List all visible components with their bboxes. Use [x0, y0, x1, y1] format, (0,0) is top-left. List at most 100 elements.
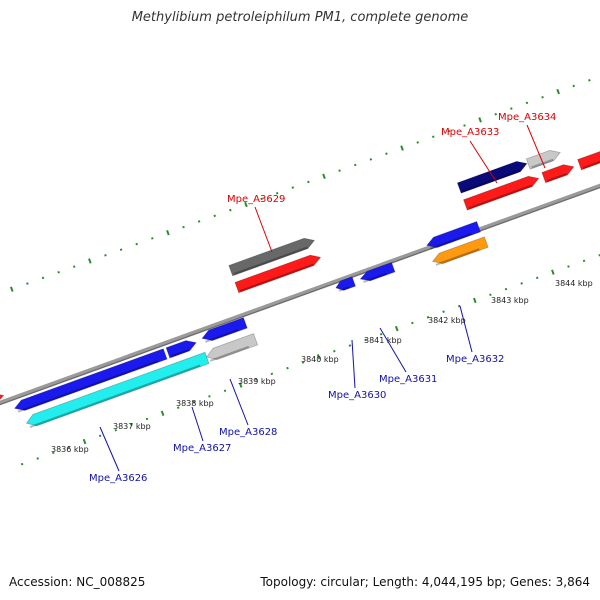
tick-mark: [145, 417, 149, 421]
gene-mpe-a3629-gray: [228, 237, 316, 277]
gene-mpe-a3630: [335, 276, 356, 291]
label-connectors: [99, 124, 546, 472]
tick-mark: [582, 259, 586, 263]
gene-mpe-a3634-shade: [531, 158, 554, 169]
tick-mark: [551, 269, 555, 275]
kbp-label: 3844 kbp: [555, 279, 593, 288]
tick-mark: [82, 438, 87, 445]
tick-mark: [10, 286, 14, 292]
tick-mark: [535, 276, 539, 280]
connector-top: [469, 140, 498, 184]
gene-features: [0, 150, 600, 428]
tick-mark: [229, 208, 232, 212]
tick-mark: [182, 225, 185, 229]
tick-mark: [588, 79, 591, 82]
tick-mark: [473, 297, 477, 304]
tick-mark: [494, 112, 498, 116]
tick-mark: [322, 173, 326, 179]
tick-mark: [457, 304, 461, 308]
tick-mark: [572, 84, 576, 88]
tick-marks: [10, 79, 600, 466]
tick-mark: [307, 180, 310, 184]
tick-mark: [333, 349, 336, 353]
gene-mpe-a3629-red: [234, 254, 322, 294]
tick-mark: [394, 325, 399, 332]
kbp-label: 3838 kbp: [176, 399, 214, 408]
tick-mark: [114, 428, 118, 432]
backbone-line: [0, 183, 600, 406]
kbp-label: 3843 kbp: [491, 296, 529, 305]
gene-label-top: Mpe_A3634: [498, 112, 556, 123]
gene-mpe-a3626: [25, 351, 210, 427]
tick-mark: [104, 254, 107, 257]
tick-mark: [41, 276, 45, 280]
kbp-label: 3842 kbp: [428, 316, 466, 325]
tick-mark: [504, 287, 508, 291]
topology-text: Topology: circular; Length: 4,044,195 bp…: [260, 575, 590, 589]
connector-bottom: [229, 378, 249, 426]
gene-label-bottom: Mpe_A3630: [328, 390, 386, 401]
tick-mark: [160, 410, 165, 417]
tick-mark: [151, 237, 154, 240]
gene-red-upper-2-shade: [546, 172, 568, 182]
kbp-label: 3839 kbp: [238, 377, 276, 386]
tick-mark: [88, 258, 92, 264]
tick-mark: [244, 201, 248, 208]
tick-mark: [447, 129, 451, 133]
tick-mark: [26, 282, 29, 285]
tick-mark: [254, 378, 258, 381]
tick-mark: [223, 389, 227, 393]
tick-mark: [275, 191, 279, 195]
gene-mpe-a3626-shade: [29, 364, 201, 428]
connector-bottom: [191, 406, 204, 442]
tick-mark: [379, 332, 383, 336]
tick-mark: [238, 382, 243, 388]
tick-mark: [270, 372, 274, 376]
tick-mark: [130, 423, 133, 426]
tick-mark: [213, 214, 217, 218]
backbone-shade: [0, 186, 600, 406]
gene-mpe-a3629-red-shade: [239, 263, 314, 292]
gene-labels: Mpe_A3629 Mpe_A3633 Mpe_A3634 Mpe_A3626 Mpe_…: [89, 112, 556, 484]
tick-mark: [20, 462, 24, 466]
tick-mark: [192, 400, 196, 404]
gene-left-red: [0, 394, 5, 401]
tick-mark: [411, 321, 414, 325]
tick-mark: [197, 220, 201, 223]
tick-mark: [166, 230, 170, 236]
connector-bottom: [99, 426, 120, 472]
kbp-label: 3840 kbp: [301, 355, 339, 364]
gene-mpe-a3628-blue-shade: [205, 328, 239, 343]
tick-mark: [353, 163, 357, 167]
tick-mark: [541, 95, 544, 99]
tick-mark: [348, 344, 352, 347]
connector-bottom: [351, 339, 356, 389]
tick-mark: [567, 265, 570, 268]
gene-mpe-a3632-blue-shade: [429, 232, 472, 250]
gene-mpe-a3633: [456, 160, 528, 194]
genome-backbone: [0, 183, 600, 406]
gene-mpe-a3631-shade: [363, 272, 387, 283]
tick-mark: [432, 135, 435, 139]
tick-mark: [510, 107, 513, 110]
tick-mark: [489, 293, 492, 297]
gene-red-upper-2: [541, 164, 575, 184]
gene-label-top: Mpe_A3633: [441, 127, 499, 138]
gene-mpe-a3632-orange: [431, 236, 489, 264]
gene-label-bottom: Mpe_A3626: [89, 473, 147, 484]
gene-blue-long-shade: [17, 360, 159, 413]
gene-red-upper-1-shade: [468, 184, 533, 210]
gene-label-top: Mpe_A3629: [227, 194, 285, 205]
gene-red-upper-3: [577, 151, 600, 171]
tick-mark: [400, 145, 404, 151]
kbp-label: 3837 kbp: [113, 422, 151, 431]
tick-mark: [463, 124, 466, 127]
tick-mark: [316, 354, 321, 360]
gene-mpe-a3628-gray-shade: [209, 345, 250, 362]
tick-mark: [520, 282, 523, 285]
tick-mark: [72, 265, 76, 268]
tick-mark: [416, 141, 419, 144]
kbp-label: 3836 kbp: [51, 445, 89, 454]
gene-mpe-a3632-blue: [426, 221, 481, 248]
tick-mark: [556, 88, 560, 95]
